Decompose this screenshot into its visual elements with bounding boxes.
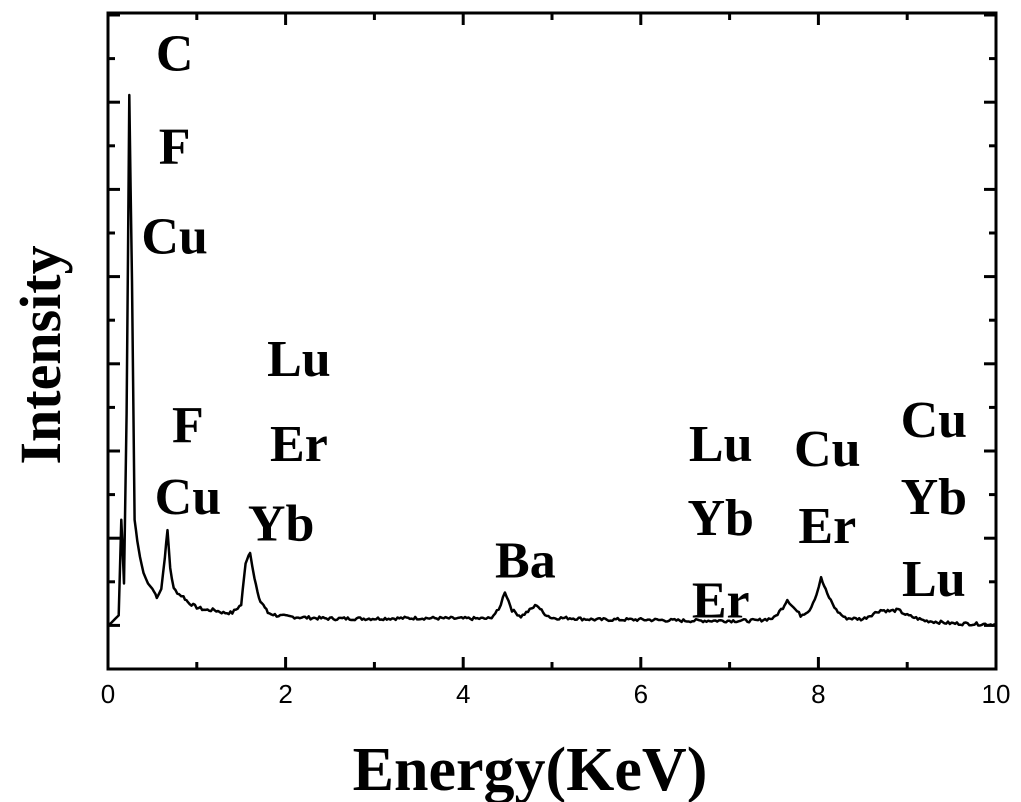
peak-label: F <box>172 397 204 454</box>
peak-label: Cu <box>794 421 860 478</box>
peak-label: Cu <box>155 469 221 526</box>
peak-label: Yb <box>248 495 314 552</box>
peak-label: Er <box>798 498 856 555</box>
x-axis-title: Energy(KeV) <box>353 736 708 802</box>
peak-label: Yb <box>687 490 753 547</box>
peak-label: Lu <box>902 551 966 608</box>
peak-label: Er <box>692 572 750 629</box>
axis-ticks <box>106 13 998 671</box>
peak-label: Cu <box>901 392 967 449</box>
peak-label: Cu <box>141 209 207 266</box>
spectrum-line <box>107 93 997 627</box>
peak-label: C <box>156 26 194 83</box>
peak-label: Lu <box>689 416 753 473</box>
peak-label: Yb <box>901 469 967 526</box>
peak-label: Ba <box>495 533 556 590</box>
y-axis-title: Intensity <box>8 245 73 464</box>
x-tick-label: 4 <box>456 679 470 709</box>
peak-label: Er <box>270 416 328 473</box>
x-tick-label: 0 <box>101 679 115 709</box>
x-tick-labels: 0 2 4 6 8 10 <box>101 679 1011 709</box>
peak-label: F <box>159 118 191 175</box>
x-tick-label: 6 <box>634 679 648 709</box>
x-tick-label: 10 <box>982 679 1011 709</box>
peak-label: Lu <box>267 331 331 388</box>
x-tick-label: 2 <box>278 679 292 709</box>
x-tick-label: 8 <box>811 679 825 709</box>
